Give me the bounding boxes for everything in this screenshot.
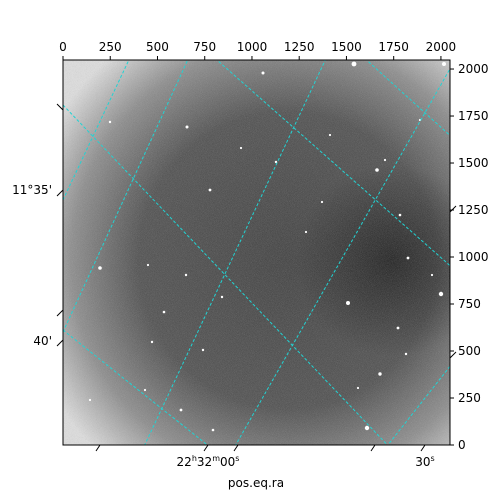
wcs-tick [56, 339, 64, 347]
star [98, 266, 102, 270]
right-pixel-tick-label: 0 [458, 438, 466, 452]
grid-line [63, 329, 209, 445]
grid-line [387, 365, 450, 445]
star [418, 118, 422, 122]
star [211, 428, 215, 432]
star [179, 408, 183, 412]
star [375, 168, 379, 172]
star [162, 310, 166, 314]
star [346, 301, 350, 305]
star [185, 125, 189, 129]
top-pixel-tick-label: 750 [193, 40, 216, 54]
star [261, 71, 265, 75]
right-pixel-tick-label: 1250 [458, 203, 489, 217]
star [150, 340, 154, 344]
top-pixel-tick-label: 1250 [284, 40, 315, 54]
top-pixel-tick-label: 500 [146, 40, 169, 54]
star [356, 386, 360, 390]
star [328, 133, 332, 137]
star [438, 291, 444, 297]
star [208, 188, 212, 192]
star [108, 120, 112, 124]
star [406, 256, 410, 260]
star [396, 326, 400, 330]
top-pixel-tick-label: 1500 [331, 40, 362, 54]
right-pixel-tick-label: 1500 [458, 156, 489, 170]
top-pixel-tick-label: 2000 [426, 40, 457, 54]
sky-image [63, 60, 450, 445]
star [88, 398, 92, 402]
right-pixel-tick-label: 1750 [458, 109, 489, 123]
wcs-tick [449, 205, 457, 213]
star [304, 230, 308, 234]
star [184, 273, 188, 277]
star [239, 146, 243, 150]
coordinate-grid [63, 60, 450, 445]
wcs-tick [370, 444, 376, 452]
star [442, 62, 446, 66]
star [364, 425, 370, 431]
star [320, 200, 324, 204]
ra-tick-label-1: 22h32m00s [177, 454, 240, 469]
top-pixel-tick-label: 250 [99, 40, 122, 54]
wcs-tick [449, 351, 457, 359]
wcs-tick [95, 444, 101, 452]
wcs-tick [56, 103, 64, 111]
star [146, 263, 150, 267]
top-pixel-tick-label: 1750 [378, 40, 409, 54]
wcs-axis-ticks [56, 103, 457, 452]
star [383, 158, 387, 162]
grid-line [63, 60, 189, 333]
dec-tick-label-2: 40' [33, 334, 52, 348]
grid-line [216, 60, 450, 267]
right-pixel-tick-label: 250 [458, 391, 481, 405]
ra-tick-label-2: 30s [415, 454, 434, 469]
grid-line [144, 60, 326, 445]
star [201, 348, 205, 352]
right-pixel-tick-label: 1000 [458, 250, 489, 264]
pixel-axis-ticks: 0 250 500 750 1000 1250 1500 1750 2000 0 250 500 750… [59, 40, 488, 452]
wcs-tick [420, 444, 426, 452]
right-pixel-tick-label: 750 [458, 297, 481, 311]
right-pixel-tick-label: 500 [458, 344, 481, 358]
grid-line [365, 60, 450, 137]
top-pixel-tick-label: 0 [59, 40, 67, 54]
wcs-tick [56, 189, 64, 197]
top-pixel-tick-label: 1000 [237, 40, 268, 54]
star [220, 295, 224, 299]
star-field [88, 61, 446, 432]
x-axis-label: pos.eq.ra [228, 476, 284, 490]
grid-line [63, 104, 389, 445]
plot-frame [62, 59, 451, 446]
star [274, 160, 278, 164]
right-pixel-tick-label: 2000 [458, 62, 489, 76]
wcs-tick [233, 444, 239, 452]
wcs-tick [203, 444, 209, 452]
grid-line [235, 67, 450, 445]
star [351, 61, 357, 67]
dec-tick-label-1: 11°35' [12, 183, 52, 197]
star [378, 372, 382, 376]
star [398, 213, 402, 217]
star [404, 352, 408, 356]
star [143, 388, 147, 392]
star [430, 273, 434, 277]
wcs-tick [56, 309, 64, 317]
